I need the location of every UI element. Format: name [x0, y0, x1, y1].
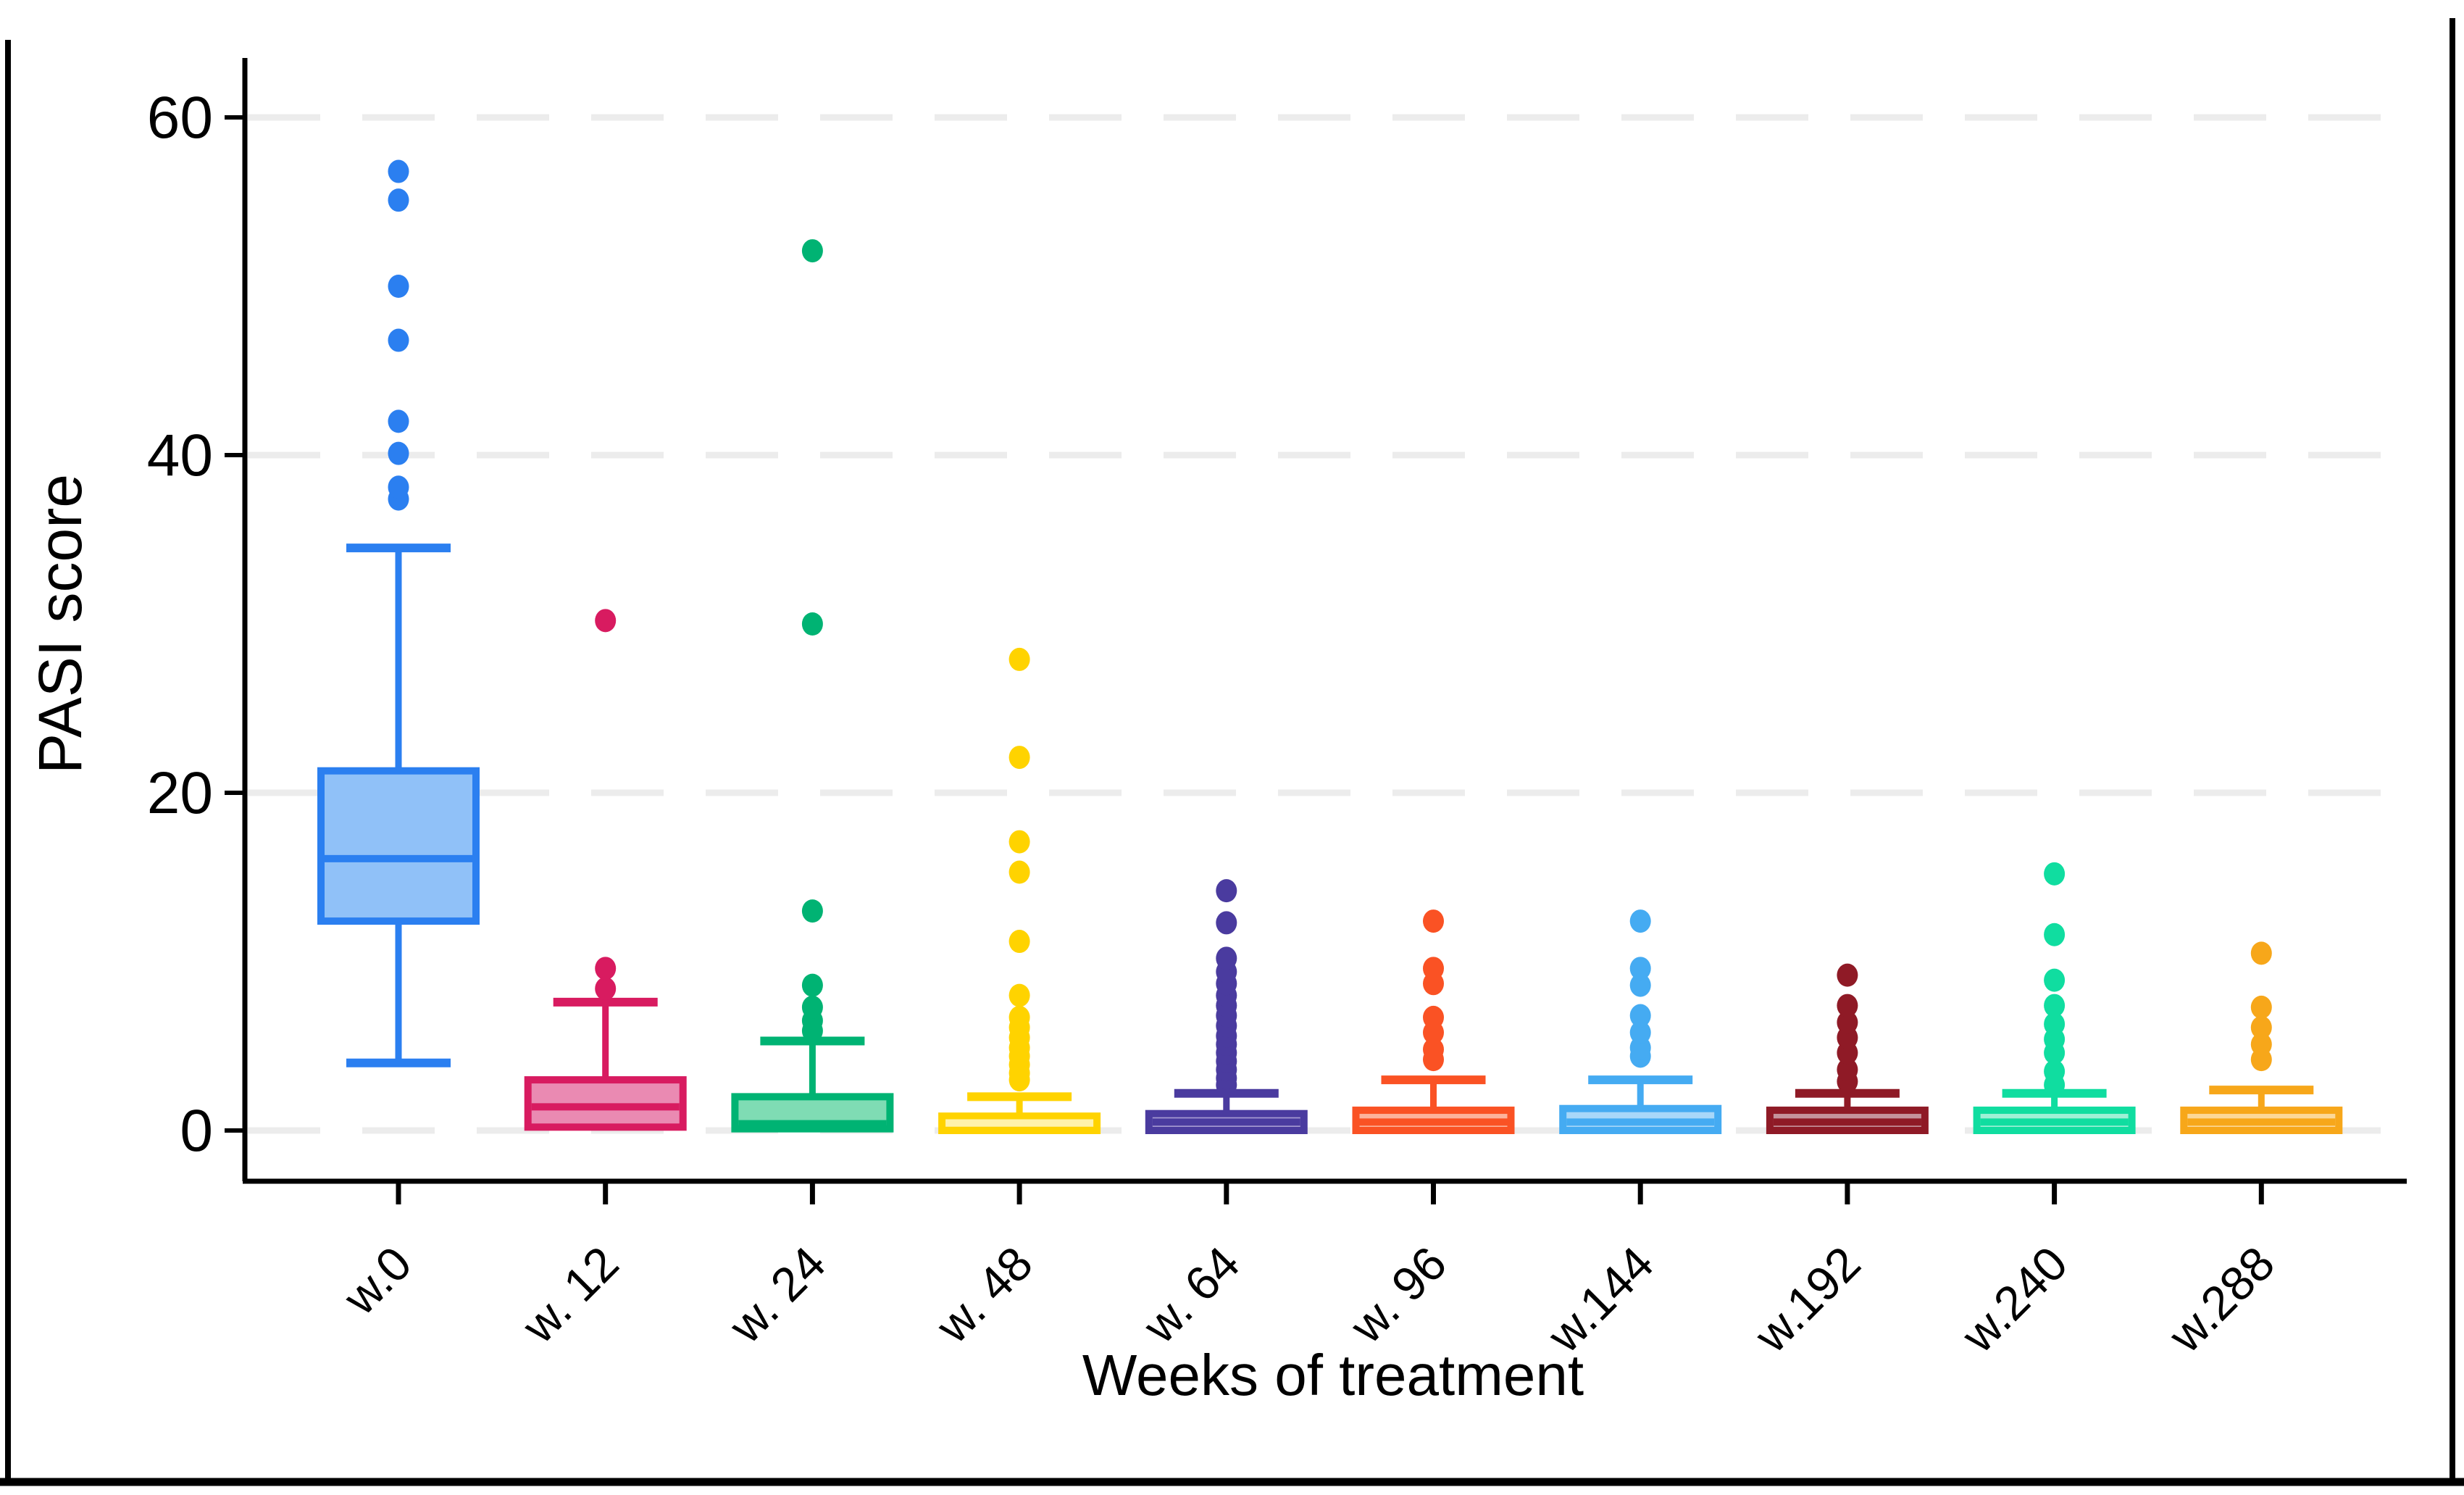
outlier-dot — [1629, 957, 1651, 980]
outlier-dot — [1008, 647, 1030, 671]
y-tick-label-60: 60 — [147, 85, 213, 151]
outlier-dot — [595, 609, 617, 633]
y-tick-label-0: 0 — [180, 1098, 213, 1164]
outlier-dot — [1837, 963, 1858, 987]
outlier-dot — [1008, 830, 1030, 854]
outlier-dot — [1008, 746, 1030, 770]
outlier-dot — [1216, 911, 1237, 935]
axes-layer — [225, 58, 2407, 1204]
box-group-w.288 — [2180, 941, 2343, 1135]
box-group-w.12 — [524, 609, 687, 1131]
outlier-dot — [2044, 968, 2066, 992]
outlier-dot — [388, 159, 409, 183]
outlier-dot — [1837, 994, 1858, 1017]
box-iqr — [317, 767, 480, 925]
outlier-dot — [1837, 1058, 1858, 1082]
outlier-dot — [1629, 973, 1651, 997]
box-group-w.144 — [1559, 909, 1722, 1134]
outlier-dot — [801, 239, 823, 263]
box-group-w.192 — [1766, 963, 1929, 1135]
outlier-dot — [801, 612, 823, 636]
box-group-w.96 — [1352, 909, 1515, 1135]
outlier-dot — [388, 409, 409, 433]
outlier-dot — [2250, 995, 2272, 1019]
outlier-dot — [388, 441, 409, 465]
outlier-dot — [1008, 860, 1030, 884]
outlier-dot — [2044, 1059, 2066, 1083]
outlier-dot — [388, 328, 409, 352]
box-group-w.48 — [938, 647, 1101, 1134]
outlier-dot — [1629, 909, 1651, 933]
outlier-dot — [2044, 1012, 2066, 1036]
outlier-dot — [1008, 983, 1030, 1007]
outlier-dot — [595, 957, 617, 980]
outlier-dot — [1837, 1010, 1858, 1034]
outlier-dot — [801, 973, 823, 997]
y-tick-label-20: 20 — [147, 760, 213, 826]
outlier-dot — [1216, 946, 1237, 970]
outlier-dot — [1008, 930, 1030, 954]
outlier-dot — [388, 475, 409, 499]
box-group-w.240 — [1973, 862, 2136, 1135]
box-group-w.24 — [731, 239, 894, 1133]
outlier-dot — [1423, 957, 1444, 980]
box-group-w.64 — [1145, 879, 1308, 1134]
outlier-dot — [1423, 1038, 1444, 1062]
outlier-dot — [2250, 1033, 2272, 1057]
outlier-dot — [2250, 1015, 2272, 1039]
y-tick-label-40: 40 — [147, 422, 213, 488]
boxes-layer — [317, 159, 2343, 1135]
outlier-dot — [1423, 1005, 1444, 1029]
outlier-dot — [595, 977, 617, 1001]
outlier-dot — [1423, 909, 1444, 933]
x-axis-title: Weeks of treatment — [1082, 1343, 1584, 1407]
outlier-dot — [1008, 1005, 1030, 1029]
outlier-dot — [801, 899, 823, 923]
outlier-dot — [2044, 923, 2066, 946]
y-axis-title: PASI score — [26, 474, 94, 774]
outlier-dot — [1629, 1020, 1651, 1044]
outlier-dot — [388, 275, 409, 298]
outlier-dot — [2250, 941, 2272, 965]
outlier-dot — [2044, 994, 2066, 1017]
outlier-dot — [1216, 879, 1237, 903]
outlier-dot — [388, 188, 409, 212]
outlier-dot — [2044, 862, 2066, 886]
outlier-dot — [801, 995, 823, 1019]
outlier-dot — [1629, 1004, 1651, 1028]
box-group-w.0 — [317, 159, 480, 1067]
